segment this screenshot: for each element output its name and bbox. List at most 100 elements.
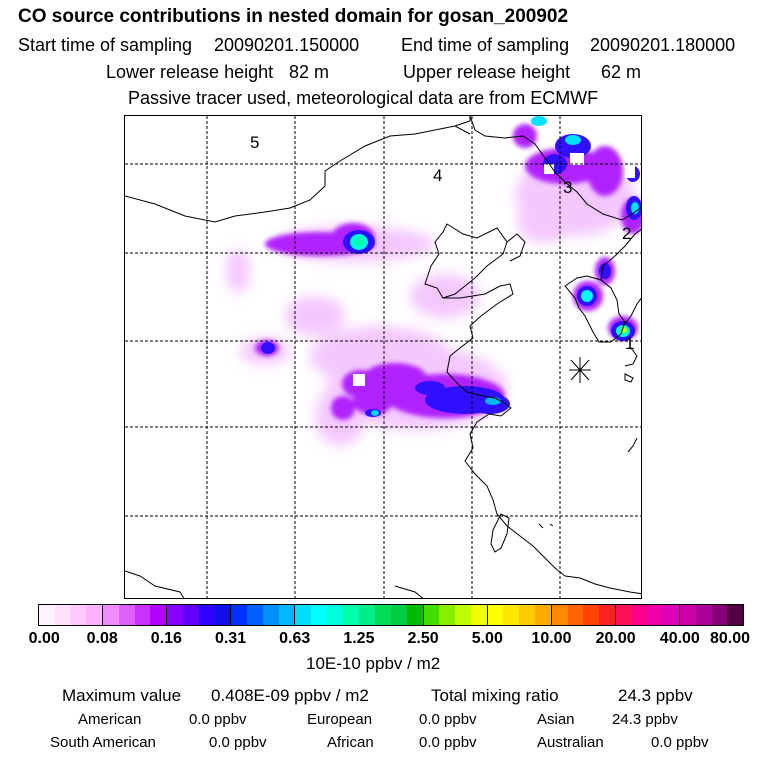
- start-time-label: Start time of sampling: [18, 35, 193, 55]
- end-time-value: 20090201.180000: [590, 35, 736, 55]
- colorbar: [38, 604, 744, 626]
- colorbar-segment: [295, 605, 360, 625]
- colorbar-swatch: [278, 605, 295, 625]
- colorbar-swatch: [631, 605, 648, 625]
- colorbar-swatch: [647, 605, 664, 625]
- colorbar-segment: [103, 605, 168, 625]
- colorbar-swatch: [150, 605, 167, 625]
- colorbar-swatch: [470, 605, 487, 625]
- region-value-south-american: 0.0 ppbv: [209, 734, 267, 751]
- lat-lon-grid: [125, 116, 641, 598]
- colorbar-swatch: [134, 605, 151, 625]
- colorbar-swatch: [519, 605, 535, 625]
- colorbar-tick-label: 0.16: [150, 630, 182, 647]
- coastlines: [125, 116, 641, 598]
- region-label-2: 2: [622, 224, 631, 243]
- region-label-5: 5: [250, 133, 259, 152]
- colorbar-tick-label: 0.31: [214, 630, 247, 647]
- colorbar-tick-label: 80.00: [709, 630, 751, 647]
- colorbar-swatch: [455, 605, 471, 625]
- colorbar-swatch: [487, 605, 504, 625]
- total-mixing-value: 24.3 ppbv: [618, 686, 693, 705]
- colorbar-swatch: [198, 605, 215, 625]
- colorbar-tick-label: 10.00: [531, 630, 572, 647]
- map-canvas: 1 2 3 4 5: [125, 116, 641, 598]
- lower-height-value: 82 m: [289, 62, 330, 82]
- colorbar-swatch: [118, 605, 135, 625]
- start-time-value: 20090201.150000: [214, 35, 360, 55]
- lower-height-label: Lower release height: [106, 62, 274, 82]
- colorbar-swatch: [103, 605, 119, 625]
- colorbar-swatch: [326, 605, 343, 625]
- plume-medium: [255, 124, 641, 420]
- colorbar-segment: [551, 605, 616, 625]
- colorbar-segment: [39, 605, 104, 625]
- region-name-south-american: South American: [50, 734, 156, 751]
- colorbar-swatch: [262, 605, 279, 625]
- region-label-3: 3: [563, 178, 572, 197]
- region-value-american: 0.0 ppbv: [189, 711, 247, 728]
- upper-height-value: 62 m: [601, 62, 642, 82]
- colorbar-swatch: [711, 605, 728, 625]
- plot-title: CO source contributions in nested domain…: [18, 6, 569, 27]
- region-name-asian: Asian: [537, 711, 575, 728]
- colorbar-swatch: [342, 605, 359, 625]
- colorbar-segment: [679, 605, 744, 625]
- colorbar-segment: [423, 605, 488, 625]
- region-name-american: American: [78, 711, 142, 728]
- receptor-star-icon: [569, 357, 591, 383]
- colorbar-swatch: [391, 605, 407, 625]
- colorbar-swatch: [86, 605, 103, 625]
- region-name-african: African: [327, 734, 374, 751]
- colorbar-swatch: [679, 605, 696, 625]
- colorbar-segment: [231, 605, 296, 625]
- colorbar-swatch: [567, 605, 584, 625]
- colorbar-swatch: [551, 605, 568, 625]
- colorbar-segment: [615, 605, 680, 625]
- colorbar-swatch: [247, 605, 263, 625]
- colorbar-swatch: [359, 605, 376, 625]
- colorbar-swatch: [503, 605, 520, 625]
- colorbar-tick-label: 2.50: [407, 630, 439, 647]
- colorbar-swatch: [182, 605, 199, 625]
- colorbar-tick-label: 20.00: [595, 630, 636, 647]
- colorbar-swatch: [70, 605, 87, 625]
- colorbar-units: 10E-10 ppbv / m2: [306, 654, 441, 673]
- colorbar-swatch: [663, 605, 679, 625]
- colorbar-swatch: [231, 605, 248, 625]
- colorbar-segment: [359, 605, 424, 625]
- region-label-1: 1: [625, 334, 634, 353]
- colorbar-swatch: [615, 605, 632, 625]
- upper-height-label: Upper release height: [403, 62, 571, 82]
- region-value-australian: 0.0 ppbv: [651, 734, 709, 751]
- region-value-african: 0.0 ppbv: [419, 734, 477, 751]
- colorbar-tick-label: 0.63: [279, 630, 311, 647]
- colorbar-swatch: [695, 605, 712, 625]
- colorbar-tick-label: 0.08: [86, 630, 118, 647]
- map-panel: 1 2 3 4 5: [124, 115, 642, 599]
- colorbar-swatch: [167, 605, 183, 625]
- end-time-label: End time of sampling: [401, 35, 570, 55]
- colorbar-swatch: [535, 605, 551, 625]
- region-name-australian: Australian: [537, 734, 604, 751]
- colorbar-tick-label: 5.00: [471, 630, 503, 647]
- colorbar-tick-label: 40.00: [659, 630, 700, 647]
- colorbar-tick-label: 0.00: [28, 630, 60, 647]
- max-value-label: Maximum value: [62, 686, 182, 705]
- colorbar-swatch: [375, 605, 392, 625]
- colorbar-swatch: [214, 605, 231, 625]
- max-value: 0.408E-09 ppbv / m2: [211, 686, 369, 705]
- colorbar-swatch: [583, 605, 600, 625]
- total-mixing-label: Total mixing ratio: [431, 686, 559, 705]
- colorbar-swatch: [295, 605, 312, 625]
- colorbar-segment: [487, 605, 552, 625]
- colorbar-swatch: [727, 605, 744, 625]
- colorbar-tick-label: 1.25: [343, 630, 375, 647]
- region-label-4: 4: [433, 166, 442, 185]
- colorbar-segment: [167, 605, 232, 625]
- colorbar-swatch: [406, 605, 423, 625]
- colorbar-swatch: [439, 605, 456, 625]
- colorbar-swatch: [39, 605, 55, 625]
- region-value-asian: 24.3 ppbv: [612, 711, 678, 728]
- tracer-note: Passive tracer used, meteorological data…: [128, 88, 599, 108]
